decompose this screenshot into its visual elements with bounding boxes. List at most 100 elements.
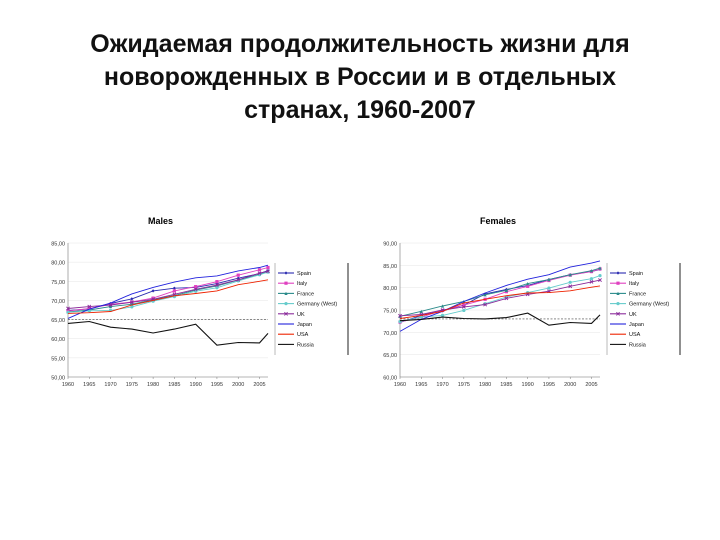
data-point [398, 313, 402, 318]
data-point [419, 309, 423, 313]
legend-marker [616, 291, 620, 295]
legend-label: UK [629, 312, 637, 318]
legend-entry-japan: Japan [610, 322, 644, 328]
data-point [266, 269, 270, 274]
y-tick-label: 80,00 [51, 261, 65, 267]
legend-entry-spain: Spain [610, 271, 643, 277]
x-tick-label: 1975 [126, 382, 138, 388]
y-tick-label: 75,00 [383, 309, 397, 315]
series-line-japan [67, 264, 269, 319]
chart-title: Females [480, 216, 516, 226]
legend-label: Russia [297, 342, 315, 348]
x-tick-label: 1970 [436, 382, 448, 388]
data-point [462, 308, 466, 313]
data-point [257, 268, 262, 272]
data-point [266, 265, 270, 270]
y-tick-label: 65,00 [51, 318, 65, 324]
data-point [598, 278, 602, 282]
data-point [419, 315, 423, 319]
series-uk [398, 278, 602, 318]
series-line-russia [399, 312, 601, 326]
x-tick-label: 1995 [211, 382, 223, 388]
x-tick-label: 1990 [190, 382, 202, 388]
series-line-usa [67, 279, 269, 314]
legend-label: Spain [629, 271, 643, 277]
data-point [108, 302, 113, 306]
legend-entry-germany-west: Germany (West) [610, 302, 669, 308]
x-tick-label: 1980 [479, 382, 491, 388]
legend-entry-germany-west: Germany (West) [278, 302, 337, 308]
legend-label: Japan [297, 322, 312, 328]
data-point [462, 303, 466, 307]
legend-label: UK [297, 312, 305, 318]
legend-entry-italy: Italy [278, 281, 307, 287]
data-point [236, 273, 240, 277]
data-point [87, 304, 92, 309]
legend-label: Spain [297, 271, 311, 277]
x-tick-label: 2005 [585, 382, 597, 388]
legend-marker [616, 281, 620, 285]
x-tick-label: 1985 [168, 382, 180, 388]
legend-label: Germany (West) [629, 302, 669, 308]
x-tick-label: 1980 [147, 382, 159, 388]
legend-entry-russia: Russia [610, 342, 647, 348]
data-point [526, 282, 530, 286]
y-tick-label: 75,00 [51, 280, 65, 286]
x-tick-label: 2000 [232, 382, 244, 388]
data-point [440, 304, 445, 308]
series-usa [399, 285, 601, 319]
legend-label: USA [297, 332, 309, 338]
legend-entry-italy: Italy [610, 281, 639, 287]
legend-label: Japan [629, 322, 644, 328]
x-tick-label: 1990 [522, 382, 534, 388]
legend-entry-japan: Japan [278, 322, 312, 328]
data-point [483, 293, 487, 297]
legend-entry-russia: Russia [278, 342, 315, 348]
y-tick-label: 70,00 [383, 331, 397, 337]
x-tick-label: 1970 [104, 382, 116, 388]
data-point [589, 269, 594, 273]
series-germany-west [398, 274, 602, 324]
data-point [598, 266, 602, 270]
legend-label: Russia [629, 342, 647, 348]
legend-entry-spain: Spain [278, 271, 311, 277]
data-point [215, 283, 219, 288]
series-usa [67, 279, 269, 314]
data-point [66, 306, 70, 311]
y-tick-label: 65,00 [383, 353, 397, 359]
y-tick-label: 50,00 [51, 376, 65, 382]
data-point [130, 297, 134, 301]
legend-entry-usa: USA [278, 332, 309, 338]
title-line-2: новорожденных в России и в отдельных [103, 63, 617, 91]
data-point [483, 302, 488, 307]
legend-label: Italy [629, 281, 639, 287]
data-point [215, 286, 219, 290]
x-tick-label: 1965 [83, 382, 95, 388]
x-tick-label: 2000 [564, 382, 576, 388]
legend-marker [616, 271, 620, 275]
females-chart-svg: Females 60,00 65,00 70,00 75,00 80,00 85,00 90,… [383, 216, 681, 388]
x-tick-label: 2005 [253, 382, 265, 388]
series-line-japan [399, 260, 601, 332]
data-point [440, 313, 445, 317]
legend-marker [284, 291, 288, 295]
series-japan [399, 260, 601, 332]
legend-label: France [629, 291, 646, 297]
legend-entry-uk: UK [278, 312, 305, 318]
legend-entry-uk: UK [610, 312, 637, 318]
series-japan [67, 264, 269, 319]
data-point [194, 285, 198, 289]
y-tick-label: 60,00 [51, 337, 65, 343]
x-tick-label: 1960 [394, 382, 406, 388]
data-point [504, 288, 508, 292]
data-point [236, 277, 241, 282]
title-line-3: странах, 1960-2007 [244, 96, 476, 124]
data-point [130, 305, 134, 309]
x-tick-label: 1960 [62, 382, 74, 388]
y-tick-label: 85,00 [383, 264, 397, 270]
page-title: Ожидаемая продолжительность жизни для но… [20, 28, 700, 127]
data-point [568, 273, 572, 277]
data-point [504, 296, 509, 301]
data-point [547, 278, 551, 282]
data-point [568, 284, 573, 289]
